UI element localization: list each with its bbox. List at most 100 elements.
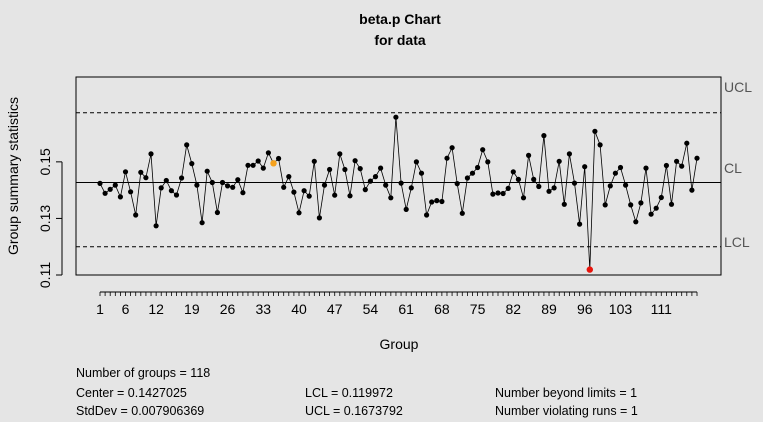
x-tick-label: 19	[184, 301, 200, 317]
x-tick-label: 111	[651, 301, 672, 317]
data-point	[684, 140, 690, 146]
data-point	[97, 180, 103, 186]
y-axis: 0.11 0.13 0.15	[37, 148, 63, 288]
data-point	[153, 223, 159, 229]
data-point	[184, 142, 190, 148]
ucl-side-label: UCL	[724, 79, 752, 95]
data-point	[689, 187, 695, 193]
data-point	[168, 188, 174, 194]
data-point	[332, 192, 338, 198]
data-point	[408, 185, 414, 191]
data-point	[418, 170, 425, 176]
data-point	[531, 176, 537, 182]
data-point	[204, 168, 210, 174]
data-point	[434, 198, 440, 204]
x-tick-label: 68	[434, 301, 450, 317]
data-point	[367, 178, 373, 184]
data-point	[679, 163, 685, 169]
data-point	[219, 179, 226, 186]
data-point-violating-run	[270, 160, 277, 167]
data-point	[342, 166, 348, 173]
data-point	[597, 142, 603, 148]
data-point	[429, 199, 435, 205]
data-point	[122, 169, 129, 175]
data-point	[398, 180, 404, 186]
data-point	[459, 210, 465, 216]
data-point	[403, 206, 409, 212]
x-tick-label: 75	[470, 301, 486, 317]
data-point	[173, 192, 180, 198]
data-point	[469, 170, 476, 176]
data-point	[612, 170, 619, 176]
x-axis-label: Group	[380, 336, 419, 352]
data-point	[515, 176, 522, 182]
data-point	[347, 193, 353, 199]
data-point	[214, 209, 220, 216]
x-tick-label: 82	[506, 301, 522, 317]
data-point	[653, 205, 659, 211]
data-point	[148, 151, 154, 157]
x-tick-label: 47	[327, 301, 343, 317]
lcl-side-label: LCL	[724, 234, 750, 250]
data-point	[536, 183, 542, 190]
data-point	[444, 155, 450, 161]
data-point	[235, 177, 241, 183]
series-polyline	[99, 117, 698, 270]
data-point	[510, 169, 516, 175]
data-point	[566, 151, 573, 157]
data-point	[250, 162, 256, 168]
data-point	[490, 191, 496, 197]
data-point	[321, 182, 328, 188]
stat-beyond-limits: Number beyond limits = 1	[495, 386, 638, 400]
data-point	[245, 162, 251, 168]
data-point	[424, 212, 430, 218]
control-limits	[76, 112, 721, 248]
chart-subtitle: for data	[374, 32, 426, 48]
data-point	[378, 165, 384, 171]
data-point	[311, 158, 317, 164]
data-point	[628, 202, 634, 208]
data-point	[546, 188, 552, 194]
data-point	[194, 182, 200, 188]
data-point	[413, 159, 419, 165]
data-point	[102, 190, 108, 196]
data-point	[623, 182, 629, 188]
stat-stddev: StdDev = 0.007906369	[76, 404, 205, 418]
data-points	[97, 114, 700, 273]
data-point	[230, 184, 236, 190]
data-point	[485, 159, 491, 165]
data-point	[286, 174, 292, 180]
x-tick-label: 61	[398, 301, 414, 317]
data-point	[556, 158, 562, 164]
data-point	[541, 133, 547, 139]
data-point	[475, 164, 481, 171]
data-point	[291, 189, 297, 195]
stat-ucl: UCL = 0.1673792	[305, 404, 403, 418]
data-point	[357, 166, 363, 172]
data-point	[281, 184, 287, 190]
data-point	[362, 187, 368, 193]
data-point	[454, 181, 460, 187]
x-tick-label: 6	[122, 301, 130, 317]
data-point	[505, 185, 511, 191]
x-tick-label: 40	[291, 301, 307, 317]
x-tick-label: 96	[577, 301, 593, 317]
data-point	[561, 201, 567, 207]
data-point	[265, 150, 271, 156]
y-axis-label: Group summary statistics	[5, 97, 21, 255]
stat-n-groups: Number of groups = 118	[76, 366, 211, 380]
plot-area	[75, 76, 722, 276]
data-point	[439, 198, 445, 205]
data-point	[480, 147, 486, 153]
data-point	[163, 177, 169, 184]
data-point	[337, 151, 343, 157]
data-point	[526, 152, 532, 158]
data-point	[112, 182, 118, 188]
data-point	[449, 145, 455, 151]
data-point	[240, 190, 246, 196]
x-tick-label: 54	[363, 301, 379, 317]
data-point	[520, 195, 527, 201]
data-point	[638, 200, 644, 206]
data-point	[225, 183, 231, 189]
y-tick-label: 0.15	[37, 148, 53, 175]
